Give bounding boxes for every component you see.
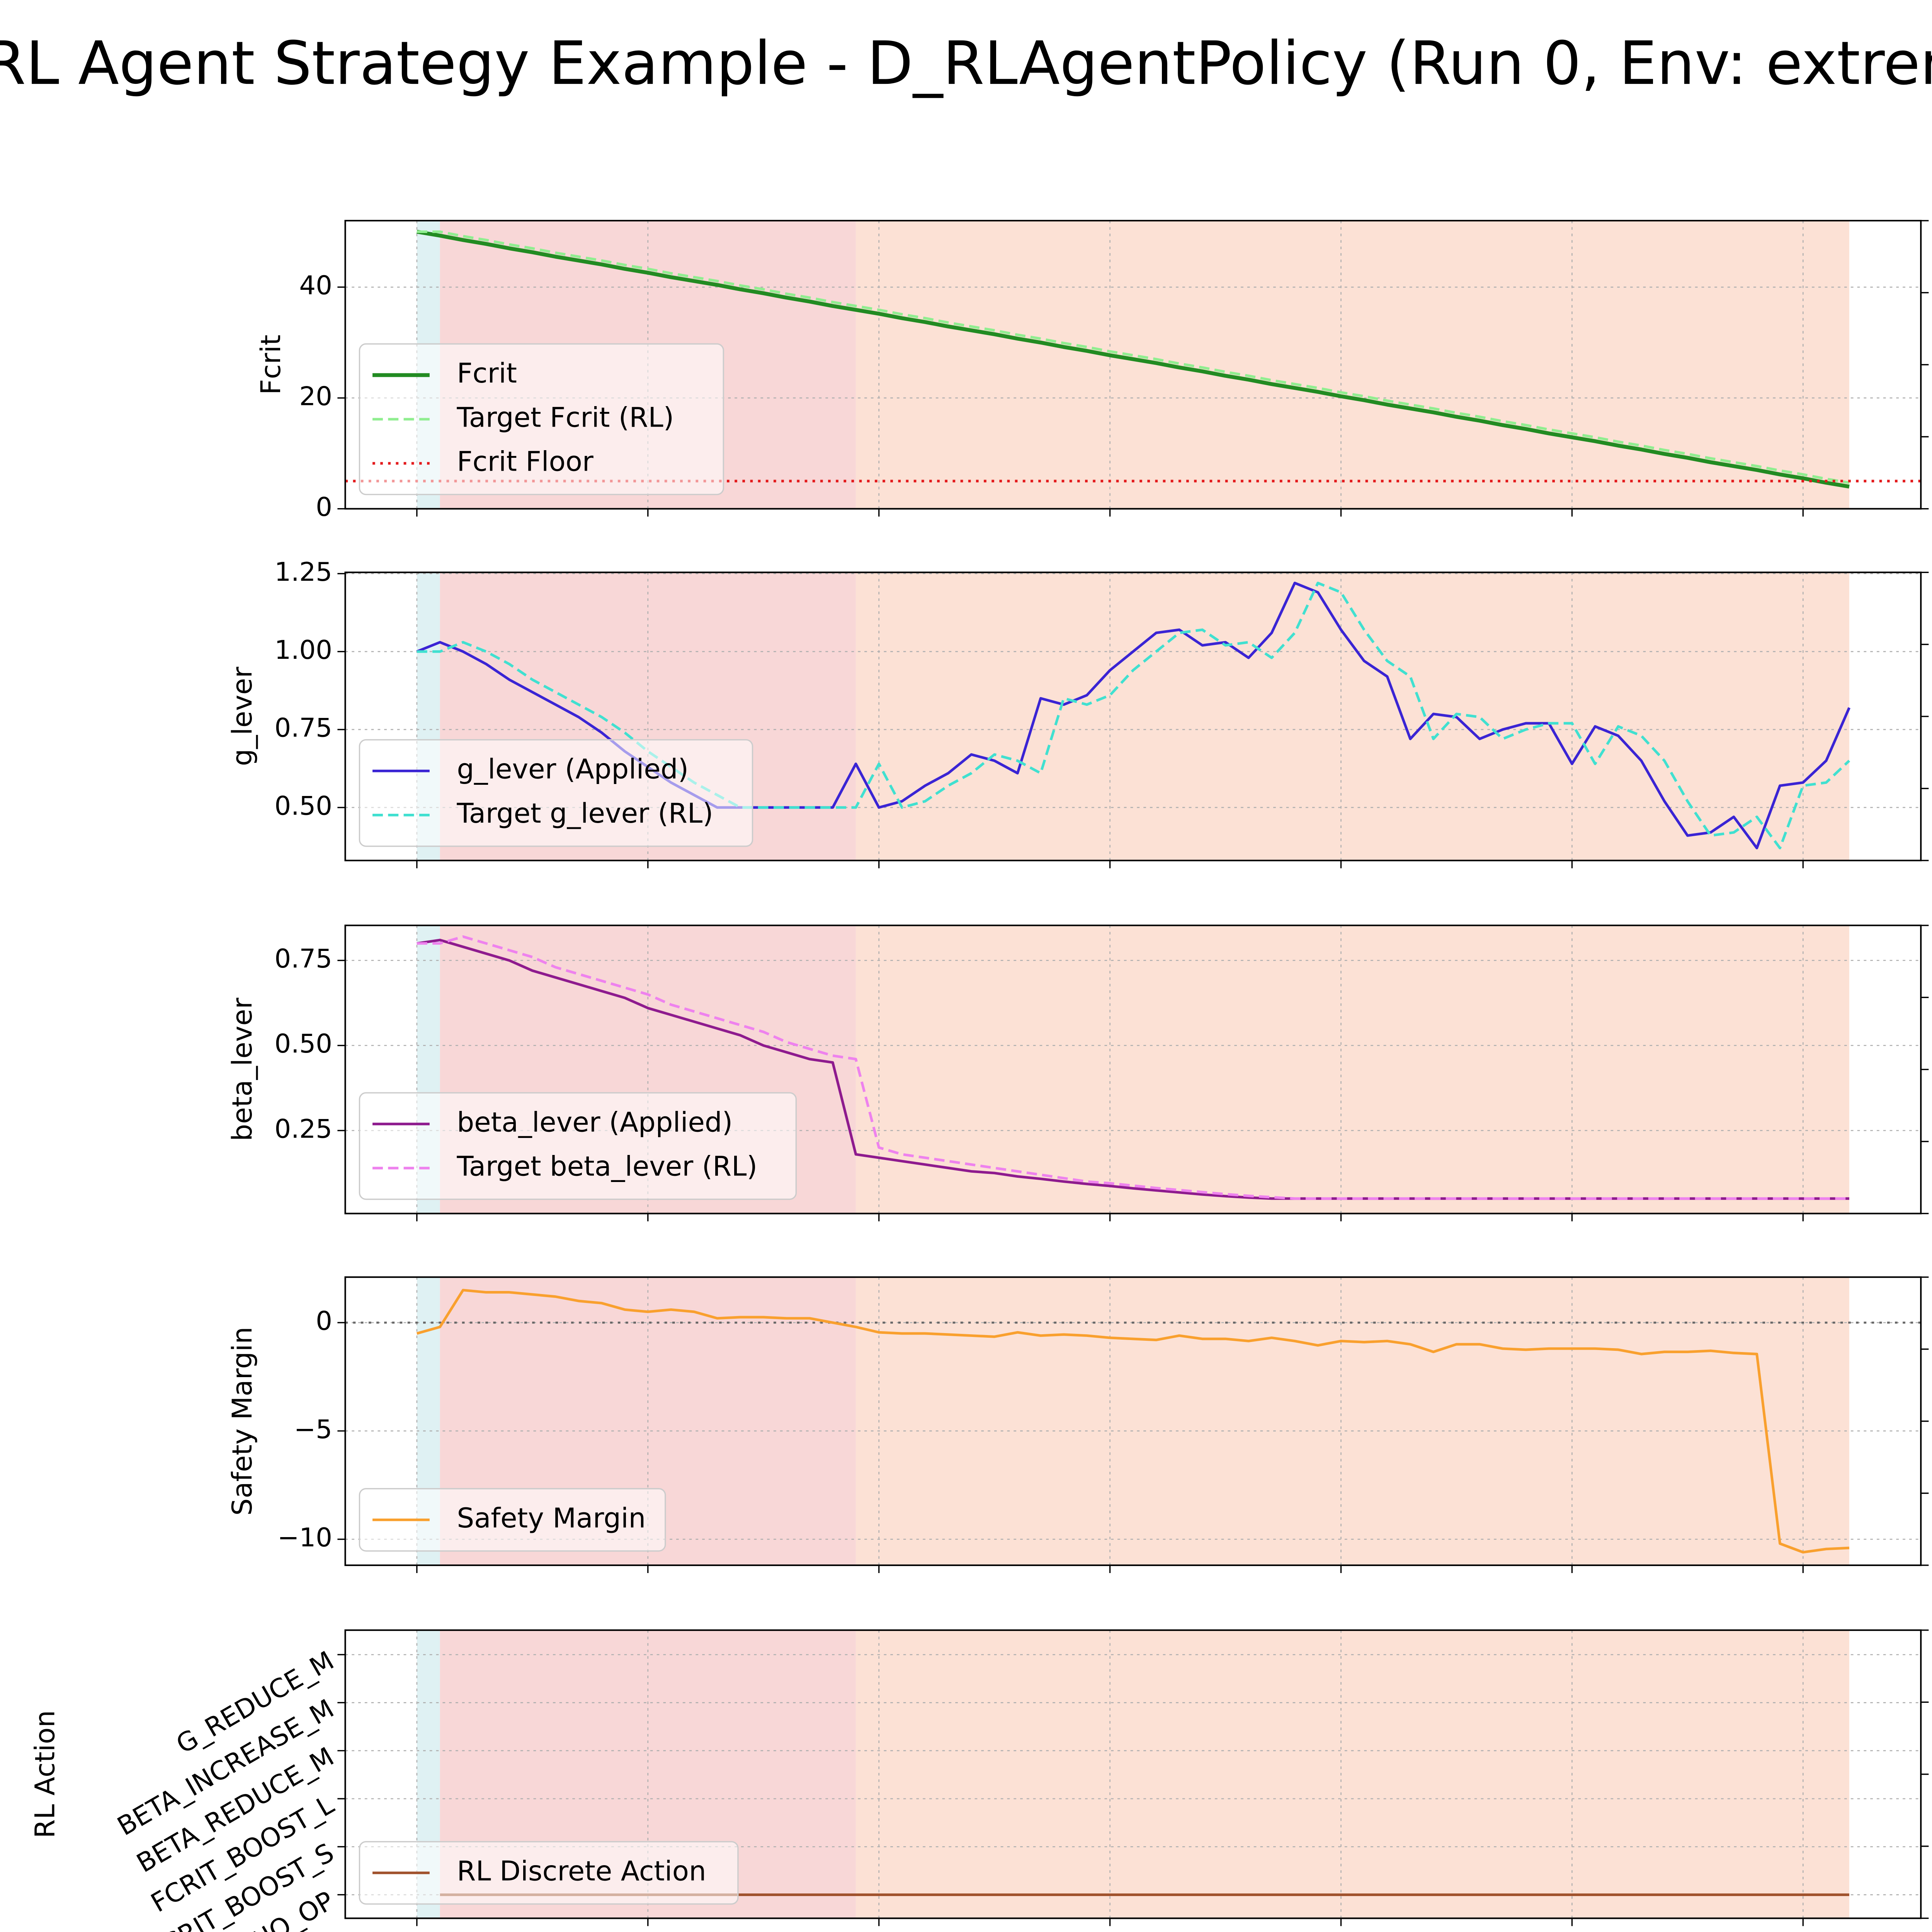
axes-frame	[344, 571, 1922, 861]
figure-title: RL Agent Strategy Example - D_RLAgentPol…	[0, 29, 1932, 98]
series-line	[416, 1289, 1850, 1554]
legend-label: Target beta_lever (RL)	[456, 1151, 757, 1182]
legend-box	[359, 1488, 666, 1552]
legend-label: RL Discrete Action	[457, 1855, 706, 1887]
y-axis-label: RL Action	[29, 1710, 61, 1838]
y-axis-label: beta_lever	[226, 998, 258, 1141]
x-tick-label: 10	[631, 1930, 664, 1932]
y-tick-label: 0.75	[274, 944, 332, 974]
legend-label: Target g_lever (RL)	[456, 798, 713, 829]
y-tick-label: 0.50	[274, 1029, 332, 1059]
legend-label: beta_lever (Applied)	[457, 1106, 733, 1138]
legend-label: Target Fcrit (RL)	[456, 401, 674, 433]
y-axis-label: Safety Margin	[226, 1327, 258, 1516]
legend-label: Fcrit Floor	[457, 446, 593, 478]
y-tick-label: 0.50	[274, 791, 332, 821]
y-tick-label: 0	[316, 492, 332, 522]
y-tick-label: 40	[299, 270, 332, 301]
y-tick-label: 20	[299, 381, 332, 411]
regime-region	[855, 221, 1849, 509]
legend-label: Fcrit	[457, 357, 517, 389]
x-tick-label: 20	[862, 1930, 895, 1932]
series-line	[417, 230, 1850, 484]
axes-frame	[344, 220, 1922, 510]
legend-box	[359, 1092, 797, 1200]
legend-label: Safety Margin	[457, 1502, 646, 1534]
x-tick-label: 50	[1556, 1930, 1588, 1932]
x-tick-label: 40	[1325, 1930, 1357, 1932]
y-axis-label: g_lever	[226, 667, 258, 766]
y-tick-label: 1.00	[274, 635, 332, 665]
legend-label: g_lever (Applied)	[457, 753, 689, 785]
plot-area	[345, 1630, 1921, 1918]
series-line	[416, 230, 1850, 489]
y-tick-label: 1.25	[274, 557, 332, 587]
axes-frame	[344, 1276, 1922, 1566]
legend-box	[359, 739, 753, 847]
regime-region	[855, 925, 1849, 1214]
regime-region	[855, 1630, 1849, 1918]
y-tick-label: 0.25	[274, 1114, 332, 1144]
legend-box	[359, 343, 724, 495]
y-tick-label: −10	[277, 1522, 332, 1553]
y-axis-label: Fcrit	[255, 335, 287, 395]
axes-frame	[344, 1629, 1922, 1919]
plot-area	[345, 221, 1921, 509]
x-tick-label: 0	[408, 1930, 425, 1932]
legend-box	[359, 1841, 739, 1905]
x-tick-label: 60	[1787, 1930, 1820, 1932]
x-tick-label: 30	[1094, 1930, 1126, 1932]
regime-region	[855, 572, 1849, 861]
series-line	[417, 935, 1849, 1200]
axes-frame	[344, 924, 1922, 1214]
y-tick-label: −5	[294, 1414, 332, 1444]
regime-region	[855, 1277, 1849, 1565]
y-tick-label: 0	[316, 1306, 332, 1336]
y-tick-label: 0.75	[274, 713, 332, 743]
